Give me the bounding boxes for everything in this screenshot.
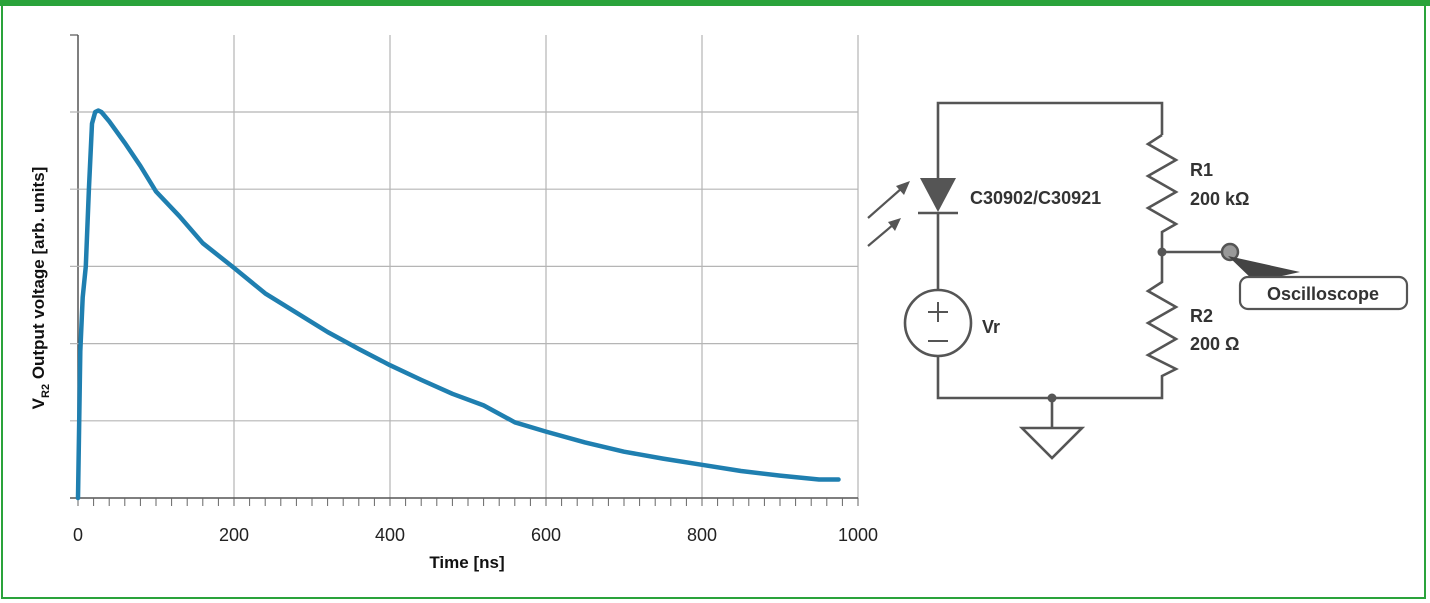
light-arrow-1	[867, 187, 903, 219]
r1-value-label: 200 kΩ	[1190, 189, 1249, 209]
output-voltage-chart: 0 200 400 600 800 1000 Time [ns] VR2 Output v…	[29, 34, 878, 572]
x-minor-ticks	[77, 498, 859, 506]
y-axis-title-rest: Output voltage [arb. units]	[29, 167, 48, 384]
probe-pointer	[1228, 256, 1300, 282]
light-arrow-2	[867, 223, 895, 247]
x-tick-label: 1000	[838, 525, 878, 545]
x-tick-label: 600	[531, 525, 561, 545]
x-tick-label: 800	[687, 525, 717, 545]
x-tick-label: 0	[73, 525, 83, 545]
voltage-series-line	[75, 108, 841, 501]
voltage-source-symbol	[903, 288, 973, 358]
r2-value-label: 200 Ω	[1190, 334, 1239, 354]
probe-terminal	[1220, 242, 1240, 262]
y-axis-title: VR2 Output voltage [arb. units]	[29, 167, 52, 410]
source-label: Vr	[982, 317, 1000, 337]
figure-header-strip	[0, 0, 1430, 6]
x-tick-labels: 0 200 400 600 800 1000	[73, 525, 878, 545]
oscilloscope-box	[1238, 275, 1409, 311]
r2-name-label: R2	[1190, 306, 1213, 326]
oscilloscope-label: Oscilloscope	[1267, 284, 1379, 304]
ground-symbol	[1018, 426, 1086, 460]
y-axis-title-main: V	[29, 397, 48, 409]
wire-top	[936, 101, 1164, 150]
circuit-schematic	[867, 101, 1409, 460]
x-tick-label: 200	[219, 525, 249, 545]
middle-node	[1157, 247, 1167, 257]
chart-grid	[70, 34, 859, 499]
x-axis-title: Time [ns]	[429, 553, 504, 572]
photodiode-label: C30902/C30921	[970, 188, 1101, 208]
ground-node	[1047, 393, 1057, 403]
r1-name-label: R1	[1190, 160, 1213, 180]
wire-bottom-left	[936, 356, 1052, 400]
resistor-r2	[1052, 252, 1179, 400]
y-axis-title-sub: R2	[40, 384, 52, 398]
x-tick-label: 400	[375, 525, 405, 545]
resistor-r1	[1145, 133, 1179, 252]
photodiode-symbol	[920, 178, 956, 212]
light-arrow-1-head	[896, 181, 910, 195]
light-arrow-2-head	[888, 218, 901, 231]
